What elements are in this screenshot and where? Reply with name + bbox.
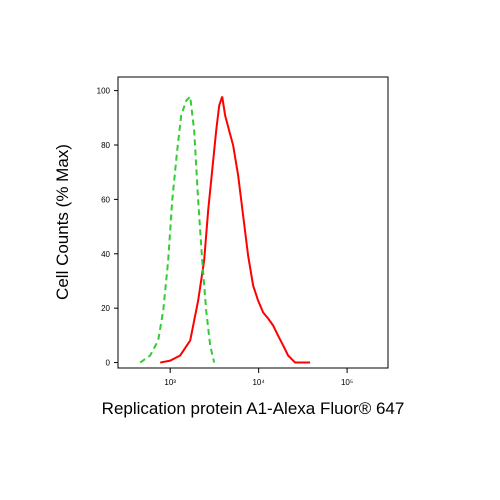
plot-frame (117, 76, 389, 369)
y-tick-label: 100 (97, 87, 111, 96)
y-tick-label: 0 (106, 359, 111, 368)
x-tick-label: 10⁴ (252, 378, 265, 387)
x-tick-label: 10³ (164, 378, 176, 387)
histogram-line (160, 96, 311, 364)
y-tick-label: 80 (101, 141, 110, 150)
histogram-line (139, 94, 216, 364)
y-tick-label: 20 (101, 304, 110, 313)
x-tick-label: 10⁵ (341, 378, 353, 387)
x-axis-label: Replication protein A1-Alexa Fluor® 647 (102, 399, 405, 418)
y-axis-label: Cell Counts (% Max) (53, 144, 72, 300)
y-tick-label: 60 (101, 195, 110, 204)
y-tick-label: 40 (101, 250, 110, 259)
